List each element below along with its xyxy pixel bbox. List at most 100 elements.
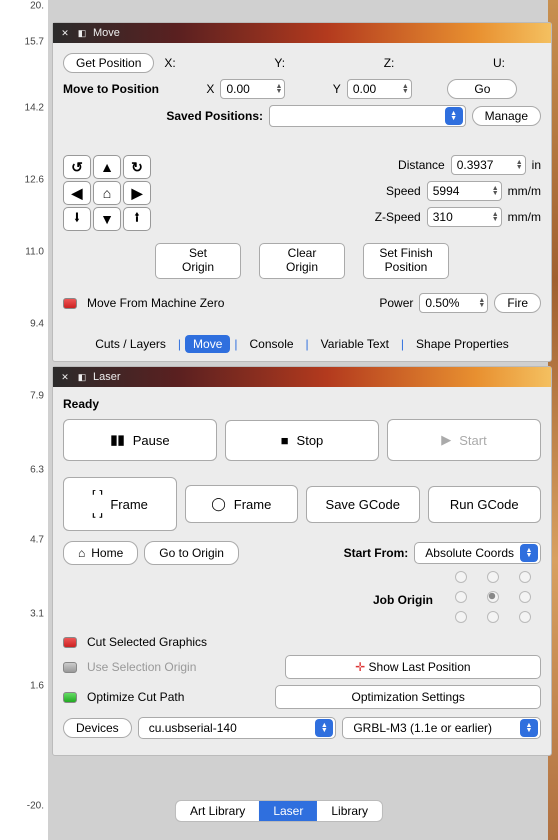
home-icon: ⌂ bbox=[78, 546, 85, 560]
close-icon[interactable]: ✕ bbox=[59, 27, 71, 39]
stop-button[interactable]: ■ Stop bbox=[225, 420, 379, 461]
y-stepper[interactable]: ▲▼ bbox=[402, 84, 409, 94]
frame-rect-icon: ⸢ ⸣⸤ ⸥ bbox=[92, 488, 103, 520]
move-to-position-label: Move to Position bbox=[63, 82, 159, 96]
chevron-updown-icon: ▲▼ bbox=[315, 719, 333, 737]
home-button[interactable]: ⌂ Home bbox=[63, 541, 138, 565]
fire-button[interactable]: Fire bbox=[494, 293, 541, 313]
job-origin-mr[interactable] bbox=[519, 591, 531, 603]
tab-laser[interactable]: Laser bbox=[259, 801, 317, 821]
pause-button[interactable]: ▮▮ Pause bbox=[63, 419, 217, 461]
distance-stepper[interactable]: ▲▼ bbox=[516, 160, 523, 170]
stop-icon: ■ bbox=[281, 433, 289, 448]
move-from-zero-checkbox[interactable] bbox=[63, 298, 77, 309]
speed-field[interactable] bbox=[433, 184, 489, 198]
move-titlebar[interactable]: ✕ ◧ Move bbox=[53, 23, 551, 43]
zspeed-input[interactable]: ▲▼ bbox=[427, 207, 502, 227]
jog-rotate-cw-button[interactable]: ↻ bbox=[123, 155, 151, 179]
go-button[interactable]: Go bbox=[447, 79, 517, 99]
y-field[interactable] bbox=[353, 82, 399, 96]
get-position-button[interactable]: Get Position bbox=[63, 53, 154, 73]
run-gcode-button[interactable]: Run GCode bbox=[428, 486, 542, 523]
x-stepper[interactable]: ▲▼ bbox=[275, 84, 282, 94]
jog-up-button[interactable]: ▲ bbox=[93, 155, 121, 179]
undock-icon[interactable]: ◧ bbox=[76, 371, 88, 383]
tab-library[interactable]: Library bbox=[317, 801, 382, 821]
frame-circle-button[interactable]: ◯ Frame bbox=[185, 485, 299, 523]
close-icon[interactable]: ✕ bbox=[59, 371, 71, 383]
tab-move[interactable]: Move bbox=[185, 335, 230, 353]
job-origin-mc[interactable] bbox=[487, 591, 499, 603]
set-finish-position-button[interactable]: Set Finish Position bbox=[363, 243, 449, 279]
saved-positions-dropdown[interactable]: ▲▼ bbox=[269, 105, 466, 127]
move-panel: ✕ ◧ Move Get Position X: Y: Z: U: Move t… bbox=[52, 22, 552, 362]
go-to-origin-button[interactable]: Go to Origin bbox=[144, 541, 239, 565]
job-origin-tr[interactable] bbox=[519, 571, 531, 583]
jog-left-button[interactable]: ◀ bbox=[63, 181, 91, 205]
x-input[interactable]: ▲▼ bbox=[220, 79, 285, 99]
manage-button[interactable]: Manage bbox=[472, 106, 541, 126]
optimize-checkbox[interactable] bbox=[63, 692, 77, 703]
firmware-dropdown[interactable]: GRBL-M3 (1.1e or earlier) ▲▼ bbox=[342, 717, 541, 739]
use-selection-checkbox[interactable] bbox=[63, 662, 77, 673]
job-origin-bl[interactable] bbox=[455, 611, 467, 623]
u-label: U: bbox=[493, 56, 505, 70]
speed-input[interactable]: ▲▼ bbox=[427, 181, 502, 201]
jog-z-up-button[interactable]: ⭫ bbox=[123, 207, 151, 231]
speed-stepper[interactable]: ▲▼ bbox=[492, 186, 499, 196]
chevron-updown-icon: ▲▼ bbox=[520, 719, 538, 737]
ruler-label: 3.1 bbox=[30, 609, 44, 620]
tab-variable-text[interactable]: Variable Text bbox=[313, 335, 397, 353]
move-panel-title: Move bbox=[93, 27, 120, 39]
tab-shape-properties[interactable]: Shape Properties bbox=[408, 335, 517, 353]
ruler-label: -20. bbox=[27, 801, 44, 812]
zspeed-field[interactable] bbox=[433, 210, 489, 224]
jog-down-button[interactable]: ▼ bbox=[93, 207, 121, 231]
undock-icon[interactable]: ◧ bbox=[76, 27, 88, 39]
vertical-ruler: 20. 15.7 14.2 12.6 11.0 9.4 7.9 6.3 4.7 … bbox=[0, 0, 48, 840]
crosshair-icon: ✛ bbox=[355, 660, 365, 674]
move-panel-tabs: Cuts / Layers | Move | Console | Variabl… bbox=[53, 329, 551, 361]
power-stepper[interactable]: ▲▼ bbox=[478, 298, 485, 308]
jog-rotate-ccw-button[interactable]: ↺ bbox=[63, 155, 91, 179]
play-icon: ▶ bbox=[441, 432, 451, 448]
jog-home-button[interactable]: ⌂ bbox=[93, 181, 121, 205]
clear-origin-button[interactable]: Clear Origin bbox=[259, 243, 345, 279]
distance-label: Distance bbox=[398, 158, 445, 172]
chevron-updown-icon: ▲▼ bbox=[520, 544, 538, 562]
x-field[interactable] bbox=[226, 82, 272, 96]
tab-console[interactable]: Console bbox=[242, 335, 302, 353]
distance-field[interactable] bbox=[457, 158, 513, 172]
job-origin-tc[interactable] bbox=[487, 571, 499, 583]
job-origin-tl[interactable] bbox=[455, 571, 467, 583]
y2-label: Y bbox=[333, 82, 341, 96]
ruler-label: 1.6 bbox=[30, 681, 44, 692]
start-button[interactable]: ▶ Start bbox=[387, 419, 541, 461]
laser-titlebar[interactable]: ✕ ◧ Laser bbox=[53, 367, 551, 387]
power-input[interactable]: ▲▼ bbox=[419, 293, 488, 313]
tab-cuts-layers[interactable]: Cuts / Layers bbox=[87, 335, 174, 353]
jog-right-button[interactable]: ▶ bbox=[123, 181, 151, 205]
job-origin-ml[interactable] bbox=[455, 591, 467, 603]
frame-rect-button[interactable]: ⸢ ⸣⸤ ⸥ Frame bbox=[63, 477, 177, 531]
x-label: X: bbox=[164, 56, 175, 70]
job-origin-bc[interactable] bbox=[487, 611, 499, 623]
jog-z-down-button[interactable]: ⭭ bbox=[63, 207, 91, 231]
ruler-label: 6.3 bbox=[30, 465, 44, 476]
tab-art-library[interactable]: Art Library bbox=[176, 801, 259, 821]
x2-label: X bbox=[206, 82, 214, 96]
job-origin-br[interactable] bbox=[519, 611, 531, 623]
power-field[interactable] bbox=[425, 296, 475, 310]
optimization-settings-button[interactable]: Optimization Settings bbox=[275, 685, 541, 709]
job-origin-label: Job Origin bbox=[373, 593, 433, 607]
zspeed-stepper[interactable]: ▲▼ bbox=[492, 212, 499, 222]
port-dropdown[interactable]: cu.usbserial-140 ▲▼ bbox=[138, 717, 337, 739]
y-input[interactable]: ▲▼ bbox=[347, 79, 412, 99]
start-from-dropdown[interactable]: Absolute Coords ▲▼ bbox=[414, 542, 541, 564]
cut-selected-checkbox[interactable] bbox=[63, 637, 77, 648]
save-gcode-button[interactable]: Save GCode bbox=[306, 486, 420, 523]
distance-input[interactable]: ▲▼ bbox=[451, 155, 526, 175]
devices-button[interactable]: Devices bbox=[63, 718, 132, 738]
set-origin-button[interactable]: Set Origin bbox=[155, 243, 241, 279]
show-last-position-button[interactable]: ✛ Show Last Position bbox=[285, 655, 541, 679]
